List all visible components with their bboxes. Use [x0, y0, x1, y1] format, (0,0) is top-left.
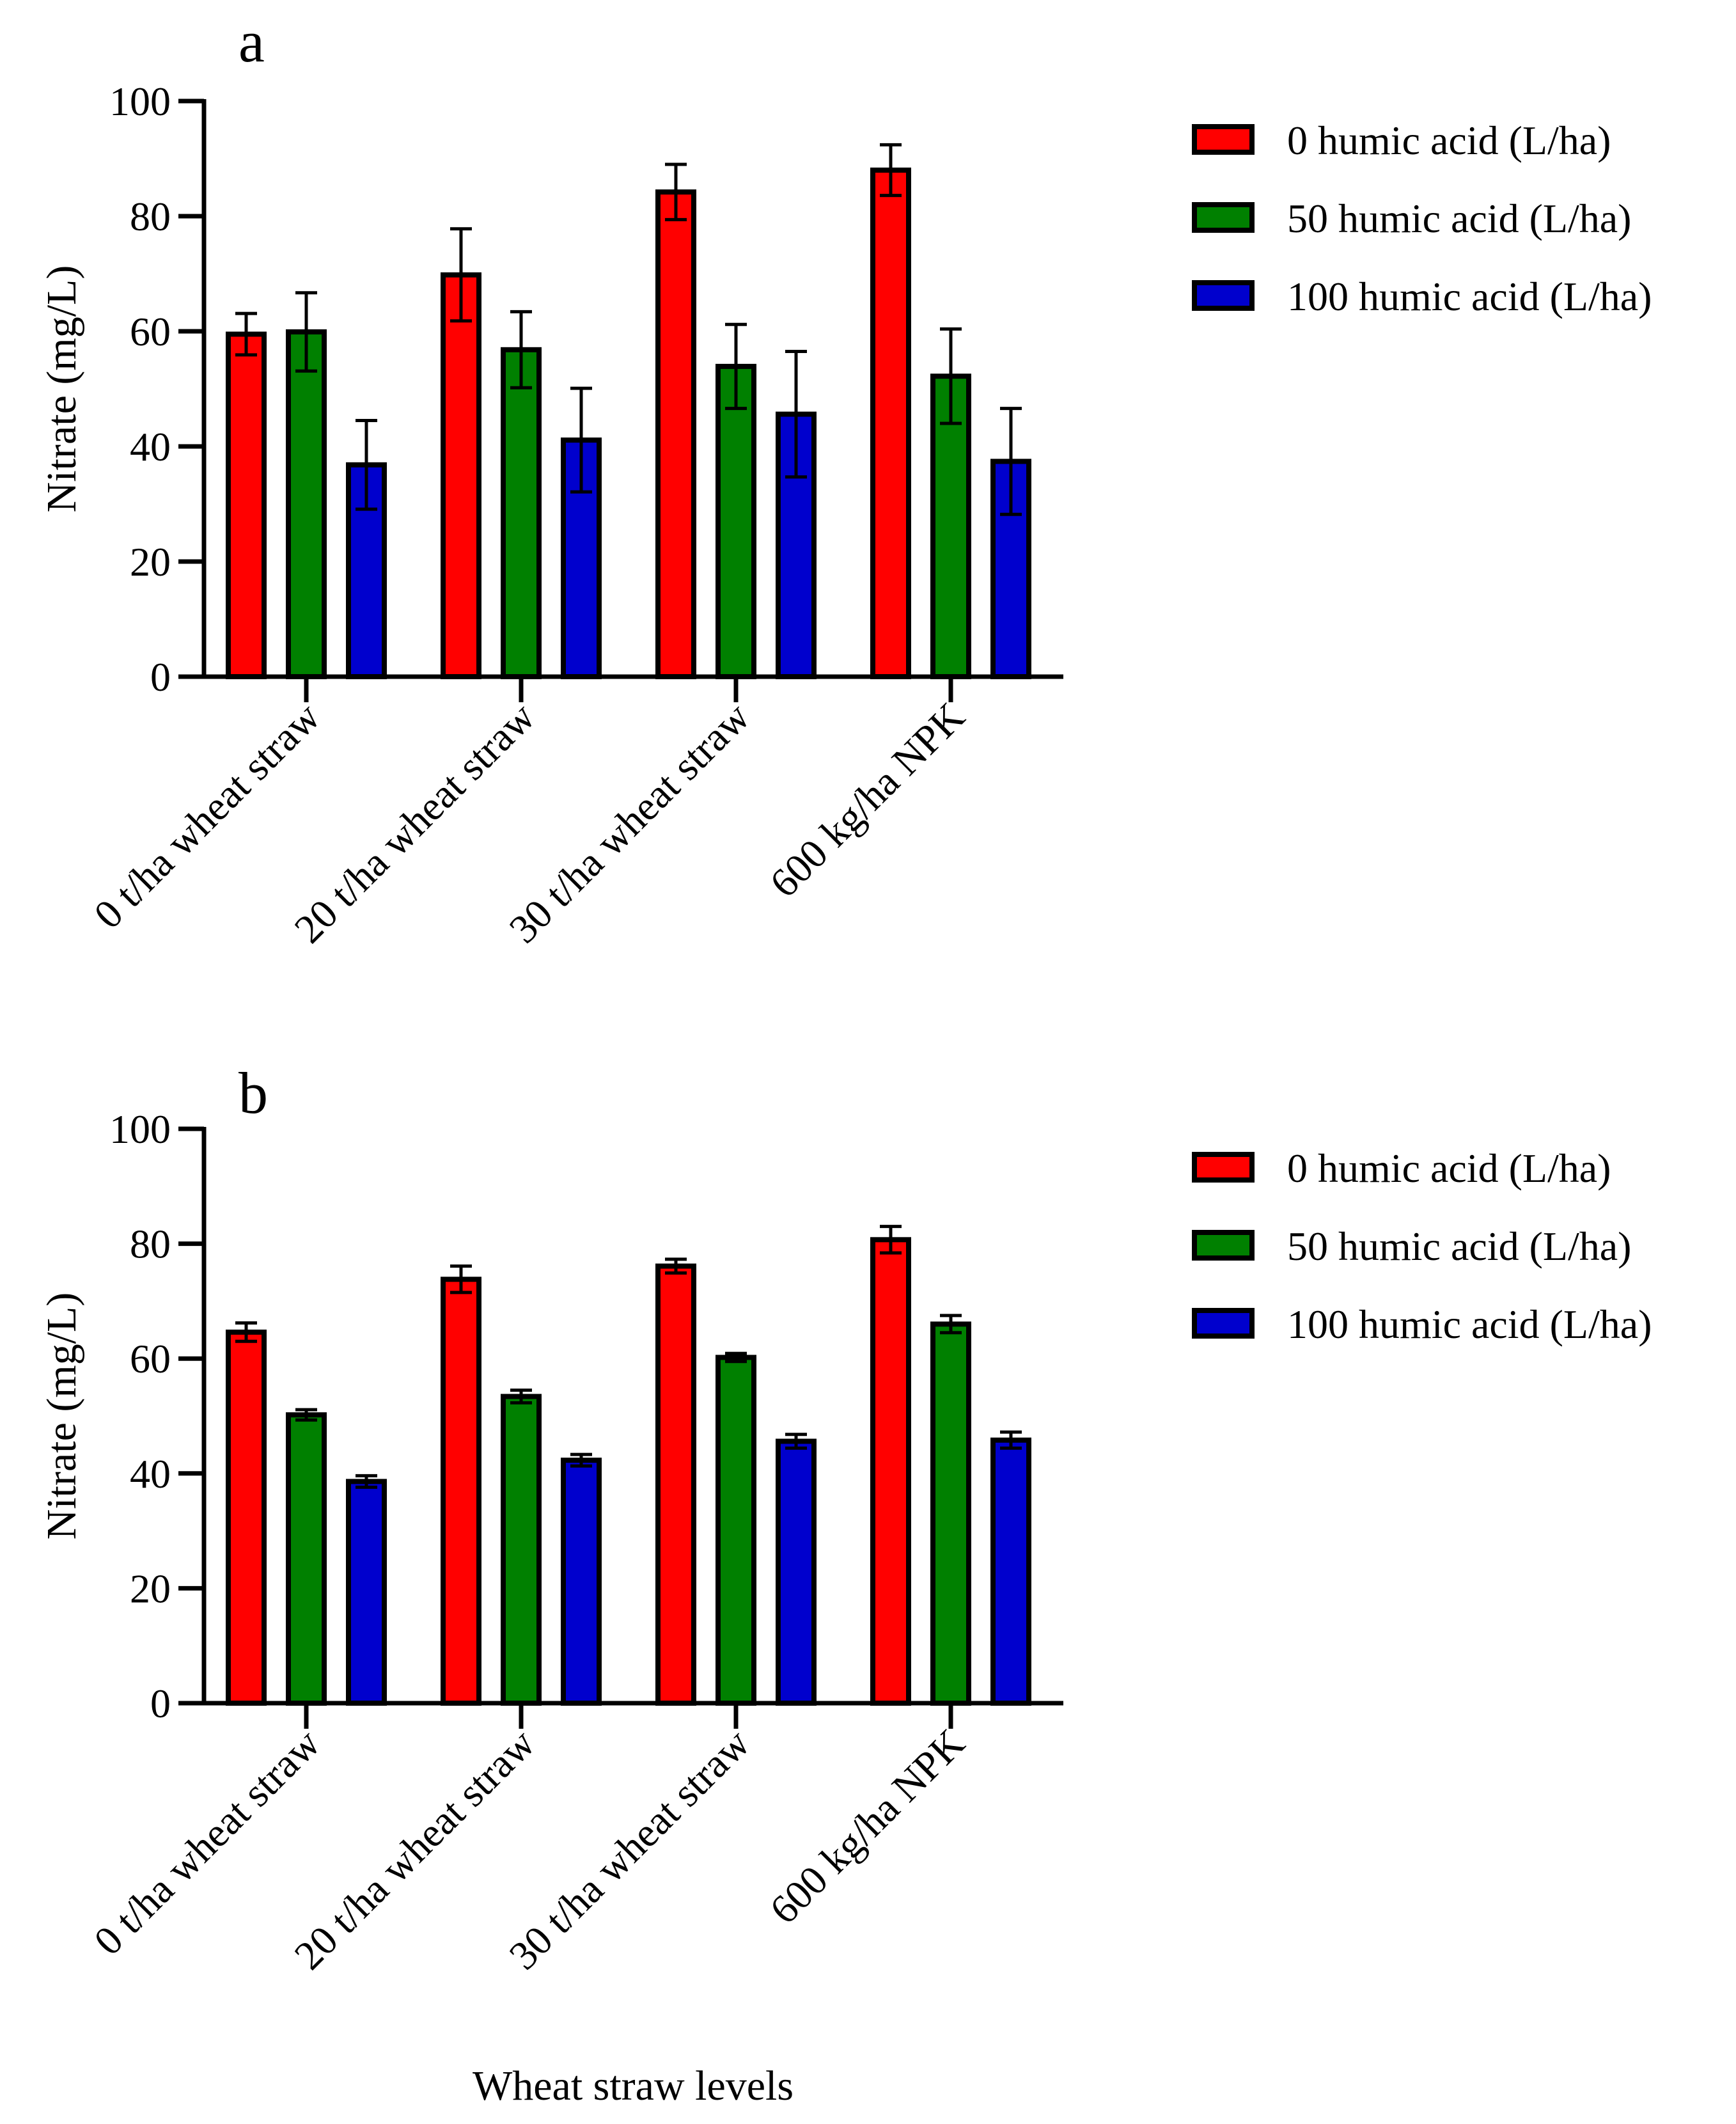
legend-label: 50 humic acid (L/ha): [1287, 196, 1631, 241]
panel-label: b: [239, 1060, 268, 1126]
panel-label: a: [239, 9, 265, 74]
legend-swatch: [1192, 1308, 1255, 1339]
legend-label: 50 humic acid (L/ha): [1287, 1223, 1631, 1269]
bar: [990, 1437, 1031, 1706]
legend-swatch: [1192, 124, 1255, 155]
legend-swatch: [1192, 1230, 1255, 1261]
bar: [226, 331, 267, 679]
bar: [286, 1412, 327, 1706]
bar: [655, 189, 696, 679]
y-tick-label: 100: [109, 1106, 171, 1152]
x-tick-label: 600 kg/ha NPK: [761, 694, 973, 906]
bar: [346, 1479, 387, 1706]
legend-swatch: [1192, 280, 1255, 311]
y-tick-label: 0: [150, 654, 171, 700]
bar: [716, 363, 756, 680]
bar: [226, 1329, 267, 1706]
bar: [501, 1394, 542, 1706]
legend-label: 0 humic acid (L/ha): [1287, 1145, 1611, 1191]
bar: [870, 1237, 911, 1706]
bar: [870, 168, 911, 679]
bar: [930, 1321, 971, 1706]
x-tick-label: 600 kg/ha NPK: [761, 1720, 973, 1933]
bar: [441, 272, 481, 679]
y-axis-title: Nitrate (mg/L): [38, 265, 85, 513]
bar: [286, 329, 327, 679]
y-tick-label: 100: [109, 79, 171, 124]
y-axis-title: Nitrate (mg/L): [38, 1293, 85, 1540]
legend-label: 100 humic acid (L/ha): [1287, 1302, 1652, 1347]
bar: [930, 374, 971, 679]
bar: [655, 1263, 696, 1706]
bar: [441, 1277, 481, 1706]
legend: 0 humic acid (L/ha) 50 humic acid (L/ha) 1…: [1192, 118, 1652, 319]
chart-panel-a: a Nitrate (mg/L) 0 20 40 60 80 100 0 t/ha wheat …: [38, 9, 1652, 952]
y-tick-label: 60: [130, 1336, 171, 1381]
bar: [776, 1438, 817, 1706]
y-tick-label: 80: [130, 194, 171, 239]
bar: [561, 1458, 602, 1706]
legend-label: 100 humic acid (L/ha): [1287, 274, 1652, 319]
legend-label: 0 humic acid (L/ha): [1287, 118, 1611, 163]
y-tick-label: 0: [150, 1681, 171, 1726]
x-tick-label: 30 t/ha wheat straw: [501, 1720, 758, 1978]
y-tick-label: 60: [130, 309, 171, 354]
y-tick-label: 20: [130, 539, 171, 585]
y-tick-label: 40: [130, 1451, 171, 1497]
x-tick-label: 20 t/ha wheat straw: [286, 694, 543, 952]
bar: [716, 1355, 756, 1706]
x-axis-title: Wheat straw levels: [473, 2063, 794, 2109]
y-tick-label: 80: [130, 1222, 171, 1267]
x-tick-label: 0 t/ha wheat straw: [85, 694, 329, 938]
legend-swatch: [1192, 202, 1255, 233]
y-tick-label: 40: [130, 424, 171, 469]
y-tick-label: 20: [130, 1566, 171, 1611]
x-tick-label: 20 t/ha wheat straw: [286, 1720, 543, 1978]
x-tick-label: 30 t/ha wheat straw: [501, 694, 758, 952]
x-tick-label: 0 t/ha wheat straw: [85, 1720, 329, 1964]
legend-swatch: [1192, 1152, 1255, 1183]
chart-panel-b: b Nitrate (mg/L) 0 20 40 60 80 100 0 t/ha wheat …: [38, 1060, 1652, 2109]
bar: [501, 347, 542, 679]
legend: 0 humic acid (L/ha) 50 humic acid (L/ha) 1…: [1192, 1145, 1652, 1347]
